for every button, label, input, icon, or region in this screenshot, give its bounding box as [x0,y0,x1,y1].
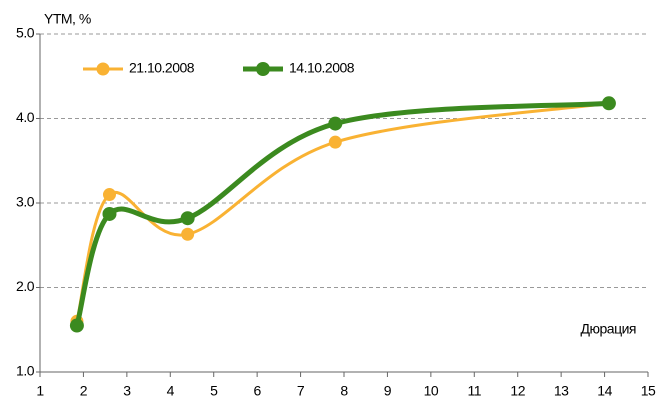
series-line [74,100,610,327]
data-point [180,211,195,226]
x-tick-label: 7 [297,383,305,399]
data-point [328,116,343,131]
y-tick-label: 4.0 [16,109,35,125]
y-tick-label: 3.0 [16,194,35,210]
x-tick-label: 2 [80,383,88,399]
x-tick-label: 6 [253,383,261,399]
data-point [102,206,117,221]
x-tick-label: 5 [210,383,218,399]
x-tick-label: 13 [554,383,569,399]
data-point [601,96,616,111]
x-tick-label: 10 [424,383,439,399]
x-axis-label: Дюрация [581,321,636,337]
x-tick-label: 8 [340,383,348,399]
legend-marker [256,62,270,76]
legend-label: 14.10.2008 [289,60,355,76]
y-tick-label: 2.0 [16,278,35,294]
y-tick-label: 5.0 [16,25,35,41]
x-tick-label: 12 [510,383,525,399]
x-tick-label: 11 [468,383,482,399]
y-tick-label: 1.0 [16,363,35,379]
data-point [328,135,342,149]
y-axis-label: YTM, % [44,11,91,27]
data-point [181,227,195,241]
x-tick-label: 9 [384,383,392,399]
x-tick-label: 1 [36,383,44,399]
data-point [69,318,84,333]
x-tick-label: 15 [641,383,656,399]
x-tick-label: 4 [167,383,175,399]
legend-marker [96,62,110,76]
data-point [102,188,116,202]
legend-label: 21.10.2008 [129,60,195,76]
x-tick-label: 3 [123,383,131,399]
series-line [75,101,610,322]
x-tick-label: 14 [597,383,612,399]
